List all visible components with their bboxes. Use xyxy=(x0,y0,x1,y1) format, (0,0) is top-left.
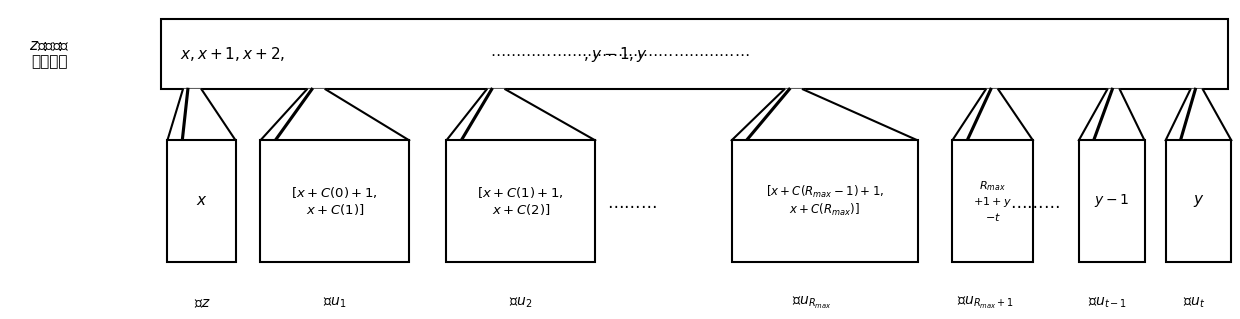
Text: $\cdots\cdots\cdots$: $\cdots\cdots\cdots$ xyxy=(608,197,657,214)
Text: 给$u_{R_{max}+1}$: 给$u_{R_{max}+1}$ xyxy=(957,295,1014,311)
FancyBboxPatch shape xyxy=(732,140,918,262)
Polygon shape xyxy=(167,89,236,140)
FancyBboxPatch shape xyxy=(161,19,1228,89)
Text: 给$z$: 给$z$ xyxy=(193,296,211,310)
FancyBboxPatch shape xyxy=(260,140,409,262)
FancyBboxPatch shape xyxy=(1079,140,1145,262)
Polygon shape xyxy=(260,89,409,140)
Text: $y-1$: $y-1$ xyxy=(1094,192,1130,210)
Text: $x$: $x$ xyxy=(196,194,207,208)
Text: 给$u_2$: 给$u_2$ xyxy=(510,296,532,310)
Text: $R_{max}$
$+1+y$
$-t$: $R_{max}$ $+1+y$ $-t$ xyxy=(973,179,1012,223)
FancyBboxPatch shape xyxy=(1166,140,1231,262)
Text: 给$u_t$: 给$u_t$ xyxy=(1183,296,1205,310)
Text: $[x+C(1)+1,$
$x+C(2)]$: $[x+C(1)+1,$ $x+C(2)]$ xyxy=(477,185,564,217)
Polygon shape xyxy=(952,89,1033,140)
Text: $x, x+1, x+2,$                                                             $, y-: $x, x+1, x+2,$ $, y- xyxy=(180,45,647,64)
Text: 给$u_1$: 给$u_1$ xyxy=(324,296,346,310)
Text: $y$: $y$ xyxy=(1193,193,1204,209)
Text: $[x+C(R_{max}-1)+1,$
$x+C(R_{max})]$: $[x+C(R_{max}-1)+1,$ $x+C(R_{max})]$ xyxy=(765,184,884,218)
FancyBboxPatch shape xyxy=(167,140,236,262)
Polygon shape xyxy=(446,89,595,140)
Polygon shape xyxy=(1166,89,1231,140)
Polygon shape xyxy=(732,89,918,140)
Text: $z$可使用的
地址空间: $z$可使用的 地址空间 xyxy=(30,39,69,69)
Text: $[x+C(0)+1,$
$x+C(1)]$: $[x+C(0)+1,$ $x+C(1)]$ xyxy=(291,185,378,217)
Polygon shape xyxy=(1079,89,1145,140)
FancyBboxPatch shape xyxy=(446,140,595,262)
Text: $\cdots\cdots\cdots$: $\cdots\cdots\cdots$ xyxy=(1011,197,1060,214)
FancyBboxPatch shape xyxy=(952,140,1033,262)
Text: $\cdots\cdots\cdots\cdots\cdots\cdots\cdots\cdots\cdots\cdots\cdots\cdots\cdots\: $\cdots\cdots\cdots\cdots\cdots\cdots\cd… xyxy=(490,47,750,61)
Text: 给$u_{t-1}$: 给$u_{t-1}$ xyxy=(1087,296,1127,310)
Text: 给$u_{R_{max}}$: 给$u_{R_{max}}$ xyxy=(792,295,832,311)
